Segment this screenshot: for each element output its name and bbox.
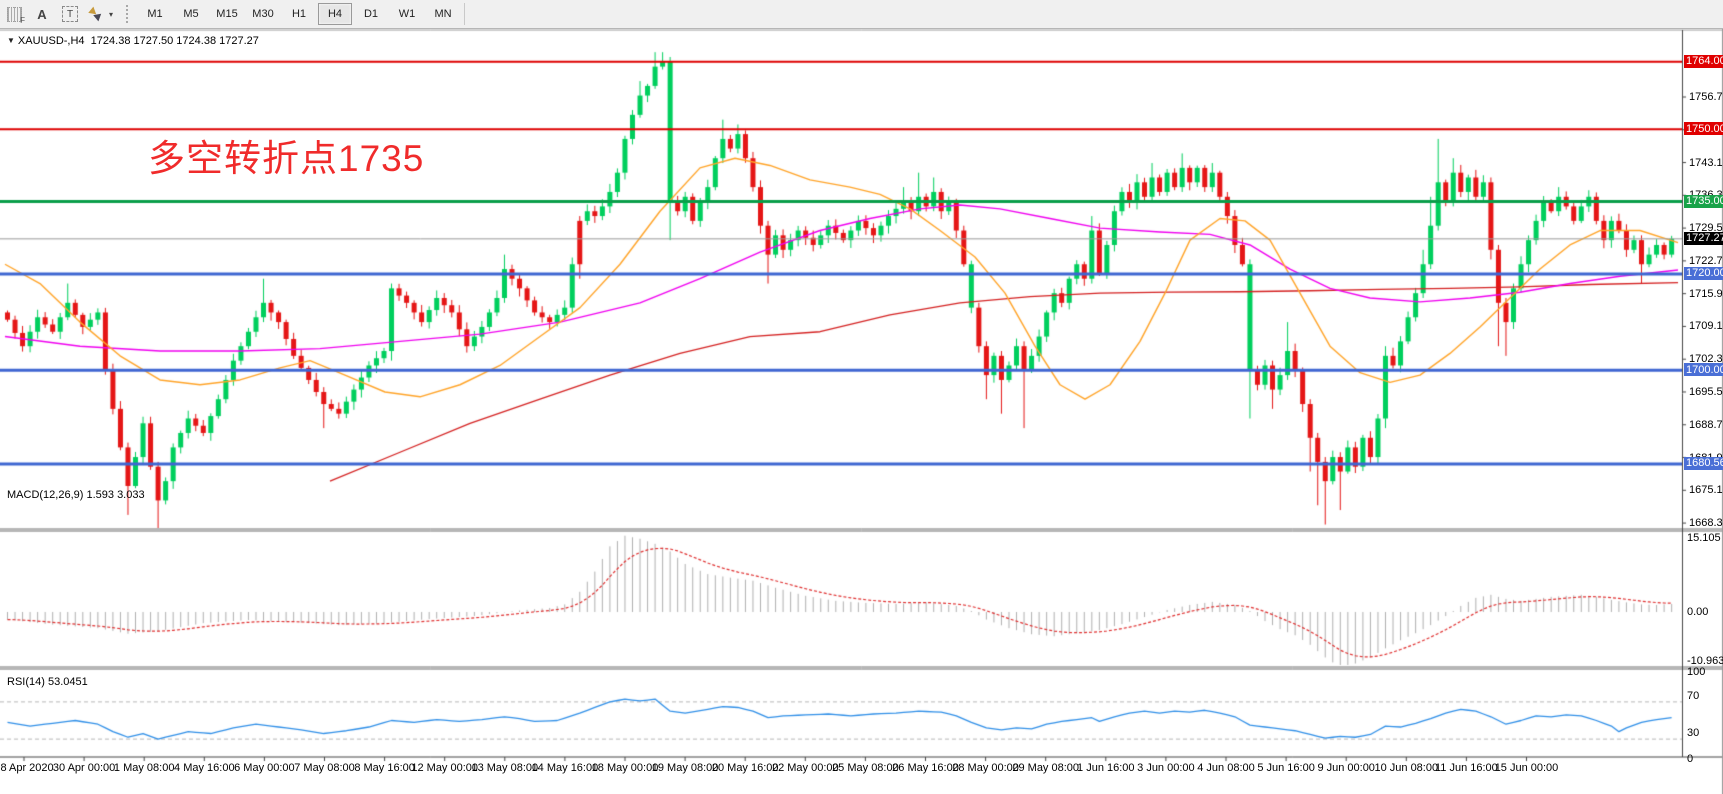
rsi-current-value: 53.0451 (47, 676, 88, 688)
price-badge-1750-00: 1750.00 (1684, 122, 1723, 136)
timeframe-button-w1[interactable]: W1 (398, 8, 416, 20)
dock-grid-icon[interactable]: F (2, 3, 26, 25)
symbol-dropdown-icon[interactable]: ▼ (7, 36, 15, 45)
toolbar: F A T ▾ M1 M5 M15 M30 H1 H4 D1 W1 MN (0, 0, 1723, 29)
time-axis-label: 30 Apr 00:00 (52, 762, 116, 774)
time-axis-label: 5 Jun 16:00 (1257, 762, 1315, 774)
price-badge-1735-00: 1735.00 (1684, 194, 1723, 208)
rsi-scale-label: 30 (1687, 727, 1700, 739)
timeframe-button-h1[interactable]: H1 (291, 8, 307, 20)
time-axis-label: 4 Jun 08:00 (1197, 762, 1255, 774)
letter-t-glyph: T (62, 6, 78, 22)
timeframe-button-m5[interactable]: M5 (183, 8, 199, 20)
rsi-indicator-label: RSI(14) 53.0451 (7, 676, 88, 688)
price-tick-label: 1722.70 (1689, 254, 1723, 267)
time-axis-label: 28 May 00:00 (952, 762, 1019, 774)
time-axis-label: 25 May 08:00 (832, 762, 899, 774)
timeframe-button-m30[interactable]: M30 (252, 8, 274, 20)
timeframe-button-m1[interactable]: M1 (147, 8, 163, 20)
rsi-scale-label: 0 (1687, 753, 1694, 765)
toolbar-separator (464, 3, 465, 25)
time-axis-label: 14 May 16:00 (531, 762, 599, 774)
chart-title: ▼ XAUUSD-,H4 1724.38 1727.50 1724.38 1727… (7, 35, 259, 47)
rsi-scale-label: 70 (1687, 690, 1700, 702)
time-axis-label: 10 Jun 08:00 (1374, 762, 1439, 774)
time-axis-label: 9 Jun 00:00 (1317, 762, 1375, 774)
rsi-name: RSI(14) (7, 676, 45, 688)
time-axis-label: 7 May 08:00 (294, 762, 355, 774)
price-badge-1680-56: 1680.56 (1684, 456, 1723, 470)
macd-scale-label: -10.963 (1687, 655, 1723, 667)
timeframe-button-mn[interactable]: MN (434, 8, 452, 20)
dark-arrow-glyph (93, 10, 104, 22)
price-chart-canvas[interactable] (0, 28, 1723, 794)
macd-indicator-label: MACD(12,26,9) 1.593 3.033 (7, 489, 145, 501)
time-axis-label: 12 May 00:00 (411, 762, 479, 774)
time-axis-label: 13 May 08:00 (471, 762, 539, 774)
macd-current-values: 1.593 3.033 (86, 489, 145, 501)
macd-name: MACD(12,26,9) (7, 489, 84, 501)
price-badge-1700-00: 1700.00 (1684, 363, 1723, 377)
price-tick-label: 1688.70 (1689, 418, 1723, 431)
time-axis-label: 20 May 16:00 (711, 762, 779, 774)
chart-window: ▼ XAUUSD-,H4 1724.38 1727.50 1724.38 1727… (0, 28, 1723, 794)
time-axis-label: 28 Apr 2020 (0, 762, 54, 774)
price-tick-label: 1709.10 (1689, 320, 1723, 333)
time-axis-label: 8 May 16:00 (354, 762, 415, 774)
price-tick-label: 1675.10 (1689, 484, 1723, 497)
timeframe-button-d1[interactable]: D1 (363, 8, 379, 20)
time-axis-label: 26 May 16:00 (892, 762, 959, 774)
toolbar-grip[interactable] (126, 5, 133, 23)
price-tick-label: 1695.50 (1689, 385, 1723, 398)
font-tool-icon[interactable]: A (30, 3, 54, 25)
time-axis-label: 18 May 00:00 (591, 762, 659, 774)
time-axis-label: 1 Jun 16:00 (1077, 762, 1135, 774)
rsi-scale-label: 100 (1687, 666, 1706, 678)
arrow-objects-icon[interactable]: ▾ (86, 3, 120, 25)
time-axis-label: 6 May 00:00 (234, 762, 295, 774)
symbol-period-label: XAUUSD-,H4 (17, 35, 85, 47)
price-badge-1720-00: 1720.00 (1684, 266, 1723, 280)
time-axis-label: 4 May 16:00 (174, 762, 235, 774)
macd-scale-label: 0.00 (1687, 606, 1709, 618)
letter-a-glyph: A (37, 6, 47, 22)
grid-f-label: F (20, 16, 25, 25)
time-axis-label: 29 May 08:00 (1012, 762, 1080, 774)
price-tick-label: 1743.10 (1689, 156, 1723, 169)
price-tick-label: 1668.30 (1689, 517, 1723, 530)
ohlc-values: 1724.38 1727.50 1724.38 1727.27 (90, 35, 259, 47)
time-axis-label: 15 Jun 00:00 (1494, 762, 1559, 774)
price-tick-label: 1715.90 (1689, 287, 1723, 300)
time-axis-label: 11 Jun 16:00 (1434, 762, 1498, 774)
time-axis-label: 19 May 08:00 (651, 762, 719, 774)
price-tick-label: 1702.30 (1689, 353, 1723, 366)
text-box-tool-icon[interactable]: T (58, 3, 82, 25)
time-axis-label: 1 May 08:00 (113, 762, 175, 774)
timeframe-button-m15[interactable]: M15 (216, 8, 238, 20)
time-axis-label: 22 May 00:00 (771, 762, 839, 774)
chart-text-annotation[interactable]: 多空转折点1735 (148, 138, 425, 179)
price-tick-label: 1729.50 (1689, 222, 1723, 235)
chevron-down-icon[interactable]: ▾ (108, 9, 113, 19)
price-tick-label: 1756.70 (1689, 91, 1723, 103)
price-badge-1764-00: 1764.00 (1684, 54, 1723, 68)
price-badge-1727-27: 1727.27 (1684, 231, 1723, 245)
timeframe-button-h4[interactable]: H4 (318, 3, 352, 25)
timeframe-buttons: M1 M5 M15 M30 H1 H4 D1 W1 MN (137, 3, 461, 25)
grid-glyph (6, 6, 22, 22)
time-axis-label: 3 Jun 00:00 (1137, 762, 1195, 774)
macd-scale-label: 15.105 (1687, 532, 1721, 544)
